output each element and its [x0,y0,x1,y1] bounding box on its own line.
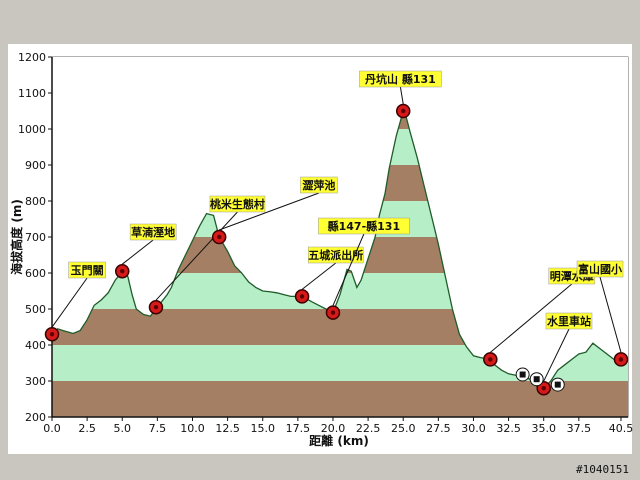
annotation-label: 草湳溼地 [131,225,175,239]
station-marker-center [299,294,305,299]
y-tick-label: 300 [25,375,46,388]
station-marker-center [401,108,406,114]
minor-stop-marker-center [533,376,540,383]
station-marker-center [618,357,624,362]
x-tick-label: 5.0 [113,422,131,435]
x-tick-label: 40.5 [609,422,634,435]
annotation-label: 澀萍池 [302,178,335,192]
annotation-leader [399,86,404,105]
y-tick-label: 800 [25,195,46,208]
station-markers [44,103,629,396]
annotation-leader [599,276,622,353]
annotation-label: 縣147-縣131 [328,219,401,233]
minor-stop-markers [515,367,565,392]
x-tick-label: 25.0 [391,422,416,435]
annotation-leader [332,233,365,306]
annotation-leader [301,262,337,290]
annotation-label: 水里車站 [547,314,591,328]
x-tick-label: 7.5 [149,422,167,435]
x-tick-label: 2.5 [78,422,96,435]
annotation-box [318,217,410,235]
annotation-box [68,261,106,279]
x-tick-label: 12.5 [215,422,240,435]
x-tick-label: 32.5 [496,422,521,435]
x-tick-label: 0.0 [43,422,61,435]
annotation-leader [219,192,320,231]
annotation-box [129,223,177,241]
x-tick-label: 27.5 [426,422,451,435]
x-tick-label: 30.0 [461,422,486,435]
x-axis-ticks: 0.0 2.5 5.0 7.5 10.0 12.5 15.0 17.5 20.0 22.5 25.0… [43,417,633,435]
y-tick-label: 200 [25,411,46,424]
annotation-label: 丹坑山 縣131 [365,72,436,86]
annotation-leader [121,239,154,265]
x-tick-label: 17.5 [286,422,311,435]
annotation-leader [155,211,238,301]
annotation-leader [543,328,570,382]
y-axis-ticks: 200 300 400 500 600 700 800 900 1000 1100 1200 [18,51,52,424]
y-tick-label: 1100 [18,87,46,100]
station-marker-center [49,332,55,337]
annotation-box [545,312,593,330]
annotation-box [209,195,266,213]
x-tick-label: 35.0 [531,422,556,435]
y-tick-label: 700 [25,231,46,244]
annotation-label: 五城派出所 [308,248,363,262]
y-tick-label: 500 [25,303,46,316]
station-marker-center [120,269,125,274]
station-marker-center [216,234,222,240]
y-tick-label: 1000 [18,123,46,136]
y-tick-label: 600 [25,267,46,280]
annotation-box [300,176,338,194]
x-tick-label: 15.0 [250,422,275,435]
minor-stop-marker-center [519,371,526,378]
x-tick-label: 10.0 [180,422,205,435]
annotation-box [359,70,442,88]
image-id-badge: #1040151 [576,463,629,476]
station-marker-center [488,357,493,362]
y-tick-label: 900 [25,159,46,172]
annotation-label: 桃米生態村 [210,197,265,211]
annotation-label: 富山國小 [578,262,622,276]
station-marker-center [541,386,546,391]
minor-stop-marker-center [554,381,561,388]
y-tick-label: 1200 [18,51,46,64]
annotation-leader [490,283,573,353]
annotation-label: 玉門關 [71,264,104,277]
annotation-box [576,260,624,278]
x-tick-label: 22.5 [356,422,381,435]
x-tick-label: 37.5 [567,422,592,435]
x-tick-label: 20.0 [321,422,346,435]
x-axis-label: 距離 (km) [309,433,369,448]
annotation-box [308,246,364,264]
y-tick-label: 400 [25,339,46,352]
y-axis-label: 海拔高度 (m) [9,199,24,275]
station-marker-center [330,310,336,315]
elevation-band [52,381,628,417]
station-marker-center [153,305,159,310]
annotation-leader [51,277,88,328]
